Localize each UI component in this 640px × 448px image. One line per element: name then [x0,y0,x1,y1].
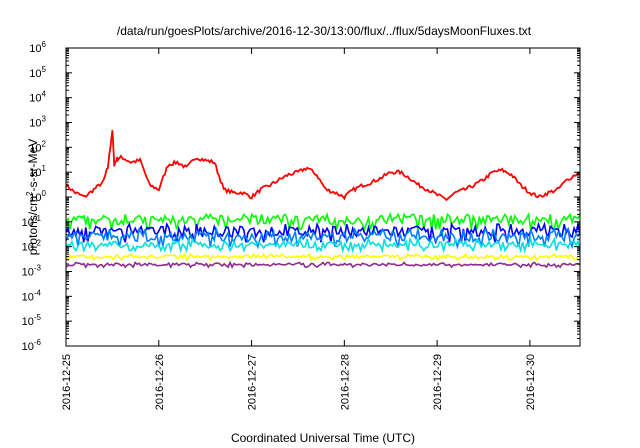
y-tick-label: 106 [29,40,46,55]
x-tick-label: 2016-12-27 [247,354,259,410]
series-line-5 [65,252,581,262]
x-tick-label: 2016-12-29 [432,354,444,410]
y-tick-label: 100 [29,189,46,204]
y-tick-label: 10-4 [22,288,42,303]
y-tick-label: 10-2 [22,239,42,254]
y-axis-label: protons/cm2-s-sr-MeV [25,139,40,255]
y-axis-label-part-1: protons/cm [26,196,40,255]
x-tick-label: 2016-12-26 [154,354,166,410]
y-tick-label: 101 [29,164,46,179]
y-axis: 10-6 10-5 10-4 10-3 10-2 10-1 100 101 102 103 104 1… [22,40,580,353]
x-axis: 2016-12-25 2016-12-26 2016-12-27 2016-12-28… [61,48,537,410]
series-line-4 [65,236,581,254]
y-tick-label: 10-3 [22,264,42,279]
y-axis-label-part-2: -s-sr-MeV [26,139,40,192]
y-axis-label-superscript: 2 [25,191,34,196]
plot-frame [65,47,581,347]
y-tick-label: 10-1 [22,214,42,229]
series-line-3 [65,226,581,250]
series-layer [65,130,581,269]
series-line-2 [65,221,581,245]
series-line-1 [65,211,581,233]
y-tick-label: 10-5 [22,313,42,328]
y-tick-label: 103 [29,115,46,130]
y-tick-label: 102 [29,139,46,154]
series-line-6 [65,260,581,269]
x-tick-label: 2016-12-30 [525,354,537,410]
chart-title: /data/run/goesPlots/archive/2016-12-30/1… [117,24,532,38]
x-axis-label: Coordinated Universal Time (UTC) [231,431,415,445]
series-line-0 [65,130,581,202]
x-tick-label: 2016-12-25 [61,354,73,410]
y-tick-label: 10-6 [22,338,42,353]
y-tick-label: 105 [29,65,46,80]
y-tick-label: 104 [29,90,46,105]
x-tick-label: 2016-12-28 [339,354,351,410]
